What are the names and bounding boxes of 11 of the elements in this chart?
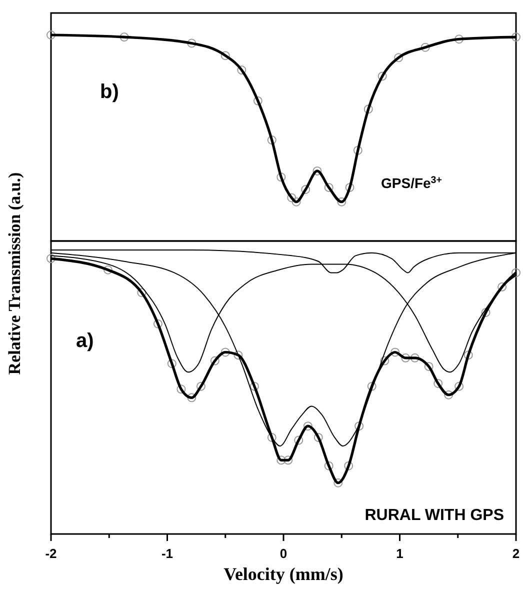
y-axis-title: Relative Transmission (a.u.) xyxy=(5,172,24,375)
annotation: RURAL WITH GPS xyxy=(364,507,504,524)
x-tick-label: -2 xyxy=(45,546,57,561)
annotation: b) xyxy=(100,81,119,103)
annotation: a) xyxy=(76,330,94,352)
x-tick-label: 2 xyxy=(512,546,520,561)
x-axis-title: Velocity (mm/s) xyxy=(224,564,344,584)
x-tick-label: -1 xyxy=(161,546,174,561)
x-tick-label: 1 xyxy=(396,546,404,561)
annotation: GPS/Fe$^{3+}$ xyxy=(381,174,442,191)
x-tick-label: 0 xyxy=(280,546,288,561)
